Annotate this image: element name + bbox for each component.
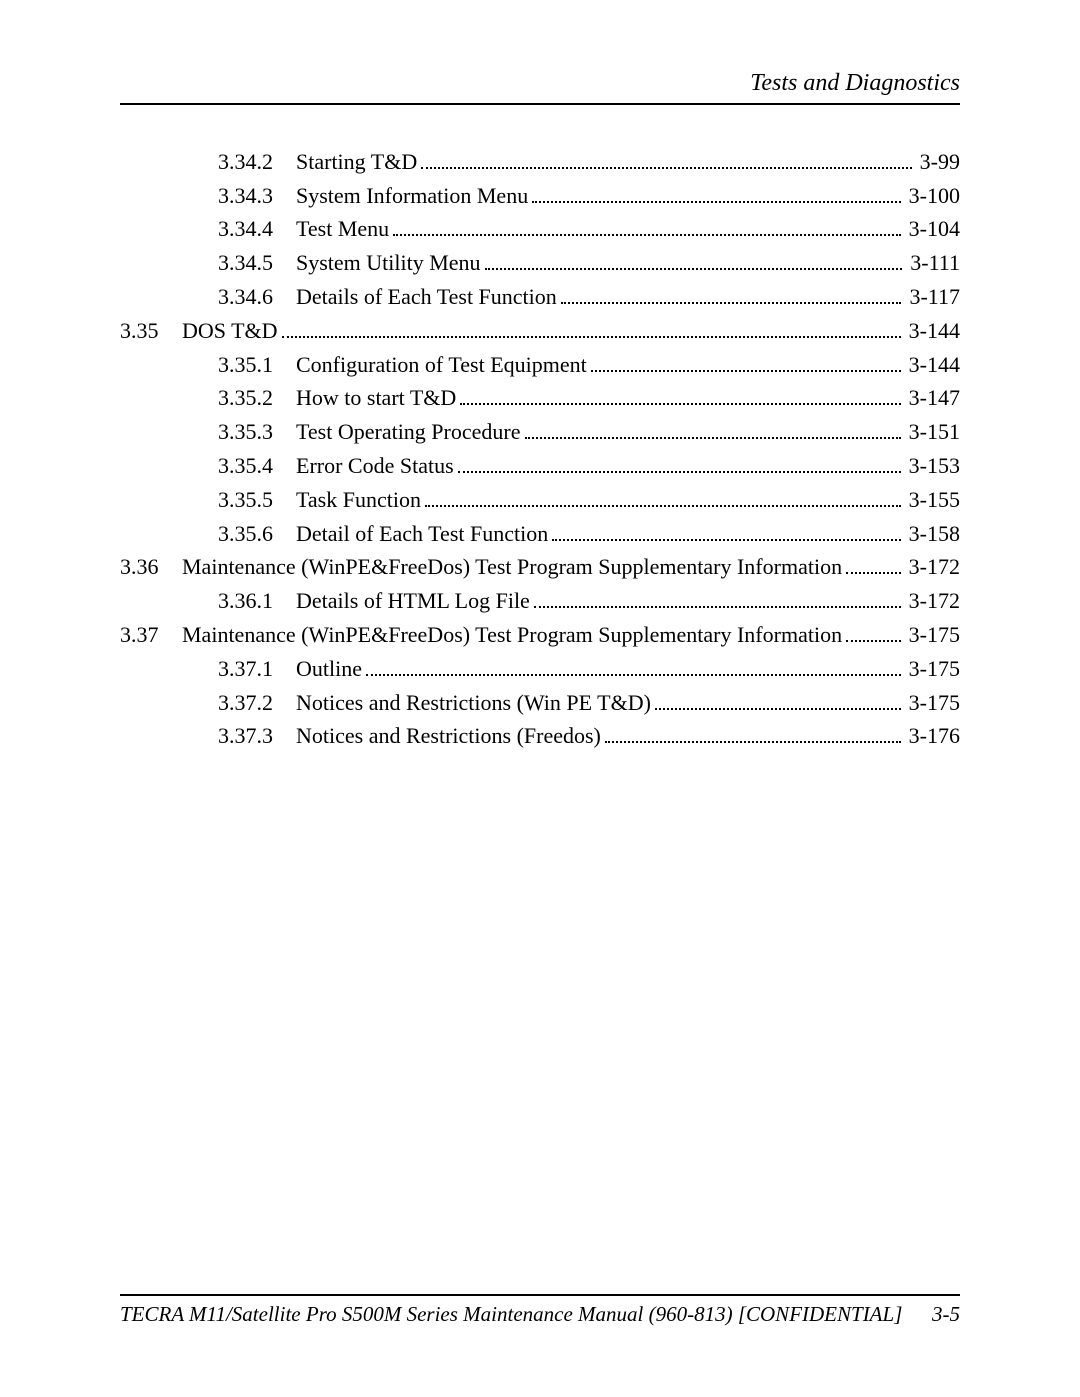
toc-entry-title: Starting T&D (296, 151, 417, 173)
page-content: Tests and Diagnostics 3.34.2Starting T&D… (120, 70, 960, 757)
toc-row: 3.36Maintenance (WinPE&FreeDos) Test Pro… (120, 555, 960, 579)
toc-leader-dots (458, 453, 901, 473)
toc-subsection-number: 3.34.6 (218, 286, 296, 308)
toc-entry-page: 3-176 (905, 725, 960, 747)
toc-row: 3.35DOS T&D 3-144 (120, 318, 960, 342)
toc-leader-dots (460, 386, 900, 406)
toc-entry-title: Notices and Restrictions (Win PE T&D) (296, 692, 651, 714)
toc-subsection-number: 3.35.1 (218, 354, 296, 376)
toc-leader-dots (282, 318, 901, 338)
toc-leader-dots (561, 284, 902, 304)
toc-subsection-number: 3.34.5 (218, 252, 296, 274)
toc-row: 3.35.5Task Function 3-155 (120, 487, 960, 511)
toc-leader-dots (532, 183, 900, 203)
toc-entry-page: 3-144 (905, 320, 960, 342)
toc-subsection-number: 3.35.4 (218, 455, 296, 477)
toc-entry-page: 3-175 (905, 624, 960, 646)
toc-row: 3.37.2Notices and Restrictions (Win PE T… (120, 690, 960, 714)
toc-subsection-number: 3.37.1 (218, 658, 296, 680)
toc-subsection-number: 3.37.2 (218, 692, 296, 714)
toc-entry-title: System Utility Menu (296, 252, 481, 274)
toc-leader-dots (425, 487, 901, 507)
toc-subsection-number: 3.34.3 (218, 185, 296, 207)
toc-leader-dots (366, 656, 901, 676)
toc-subsection-number: 3.34.2 (218, 151, 296, 173)
toc-leader-dots (485, 250, 903, 270)
toc-subsection-number: 3.35.6 (218, 523, 296, 545)
toc-entry-title: Error Code Status (296, 455, 454, 477)
toc-row: 3.35.3Test Operating Procedure 3-151 (120, 419, 960, 443)
toc-subsection-number: 3.35.5 (218, 489, 296, 511)
toc-leader-dots (846, 622, 901, 642)
toc-entry-page: 3-158 (905, 523, 960, 545)
toc-leader-dots (393, 217, 901, 237)
toc-row: 3.35.6Detail of Each Test Function 3-158 (120, 521, 960, 545)
toc-entry-title: Test Operating Procedure (296, 421, 521, 443)
toc-entry-page: 3-155 (905, 489, 960, 511)
toc-leader-dots (846, 555, 901, 575)
toc-row: 3.37Maintenance (WinPE&FreeDos) Test Pro… (120, 622, 960, 646)
toc-entry-title: Details of HTML Log File (296, 590, 530, 612)
page-footer: TECRA M11/Satellite Pro S500M Series Mai… (120, 1294, 960, 1327)
toc-entry-title: Configuration of Test Equipment (296, 354, 587, 376)
footer-page-number: 3-5 (932, 1302, 960, 1327)
toc-entry-page: 3-99 (916, 151, 960, 173)
toc-entry-page: 3-175 (905, 692, 960, 714)
toc-section-number: 3.35 (120, 320, 182, 342)
toc-leader-dots (655, 690, 901, 710)
toc-leader-dots (534, 588, 901, 608)
toc-leader-dots (605, 724, 901, 744)
toc-entry-title: Maintenance (WinPE&FreeDos) Test Program… (182, 624, 842, 646)
table-of-contents: 3.34.2Starting T&D 3-99 3.34.3System Infor… (120, 149, 960, 747)
toc-entry-page: 3-147 (905, 387, 960, 409)
toc-entry-title: How to start T&D (296, 387, 456, 409)
toc-subsection-number: 3.34.4 (218, 218, 296, 240)
toc-leader-dots (591, 352, 901, 372)
toc-entry-page: 3-172 (905, 556, 960, 578)
toc-row: 3.36.1Details of HTML Log File 3-172 (120, 588, 960, 612)
toc-entry-page: 3-153 (905, 455, 960, 477)
toc-entry-title: Maintenance (WinPE&FreeDos) Test Program… (182, 556, 842, 578)
toc-section-number: 3.36 (120, 556, 182, 578)
toc-row: 3.34.6Details of Each Test Function 3-117 (120, 284, 960, 308)
toc-row: 3.37.3Notices and Restrictions (Freedos)… (120, 724, 960, 748)
toc-entry-page: 3-117 (905, 286, 960, 308)
toc-entry-title: System Information Menu (296, 185, 528, 207)
toc-row: 3.35.4Error Code Status 3-153 (120, 453, 960, 477)
toc-row: 3.34.2Starting T&D 3-99 (120, 149, 960, 173)
toc-entry-page: 3-175 (905, 658, 960, 680)
toc-entry-page: 3-172 (905, 590, 960, 612)
toc-section-number: 3.37 (120, 624, 182, 646)
toc-leader-dots (552, 521, 900, 541)
toc-entry-page: 3-104 (905, 218, 960, 240)
toc-entry-title: Task Function (296, 489, 421, 511)
toc-entry-title: Test Menu (296, 218, 389, 240)
toc-entry-title: Details of Each Test Function (296, 286, 557, 308)
toc-row: 3.34.3System Information Menu 3-100 (120, 183, 960, 207)
toc-entry-title: Outline (296, 658, 362, 680)
toc-entry-page: 3-111 (906, 252, 960, 274)
toc-entry-title: DOS T&D (182, 320, 278, 342)
toc-row: 3.35.2How to start T&D 3-147 (120, 386, 960, 410)
toc-row: 3.34.5System Utility Menu 3-111 (120, 250, 960, 274)
toc-entry-page: 3-151 (905, 421, 960, 443)
toc-entry-title: Notices and Restrictions (Freedos) (296, 725, 601, 747)
toc-entry-title: Detail of Each Test Function (296, 523, 548, 545)
footer-rule (120, 1294, 960, 1296)
toc-leader-dots (525, 419, 901, 439)
section-header-title: Tests and Diagnostics (120, 70, 960, 105)
toc-subsection-number: 3.37.3 (218, 725, 296, 747)
toc-subsection-number: 3.36.1 (218, 590, 296, 612)
toc-leader-dots (421, 149, 911, 169)
toc-row: 3.34.4Test Menu 3-104 (120, 217, 960, 241)
toc-subsection-number: 3.35.2 (218, 387, 296, 409)
footer-line: TECRA M11/Satellite Pro S500M Series Mai… (120, 1302, 960, 1327)
toc-row: 3.35.1Configuration of Test Equipment 3-1… (120, 352, 960, 376)
toc-subsection-number: 3.35.3 (218, 421, 296, 443)
footer-text: TECRA M11/Satellite Pro S500M Series Mai… (120, 1302, 902, 1327)
toc-entry-page: 3-144 (905, 354, 960, 376)
toc-row: 3.37.1Outline 3-175 (120, 656, 960, 680)
toc-entry-page: 3-100 (905, 185, 960, 207)
